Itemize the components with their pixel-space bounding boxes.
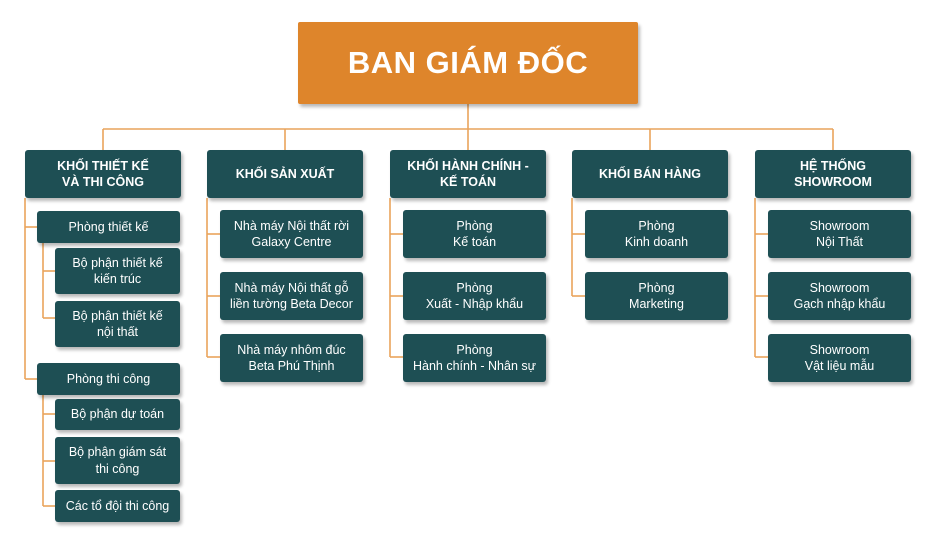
node-bo-phan-thiet-ke-kien-truc: Bộ phận thiết kế kiến trúc	[55, 248, 180, 294]
node-phong-ke-toan: Phòng Kế toán	[403, 210, 546, 258]
node-phong-kinh-doanh: Phòng Kinh doanh	[585, 210, 728, 258]
node-phong-hanh-chinh-nhan-su: Phòng Hành chính - Nhân sự	[403, 334, 546, 382]
header-khoi-hanh-chinh-ke-toan: KHỐI HÀNH CHÍNH - KẾ TOÁN	[390, 150, 546, 198]
header-khoi-san-xuat: KHỐI SẢN XUẤT	[207, 150, 363, 198]
node-phong-thi-cong: Phòng thi công	[37, 363, 180, 395]
node-phong-marketing: Phòng Marketing	[585, 272, 728, 320]
header-khoi-ban-hang: KHỐI BÁN HÀNG	[572, 150, 728, 198]
node-showroom-noi-that: Showroom Nội Thất	[768, 210, 911, 258]
node-bo-phan-giam-sat-thi-cong: Bộ phận giám sát thi công	[55, 437, 180, 484]
node-nha-may-beta-phu-thinh: Nhà máy nhôm đúc Beta Phú Thịnh	[220, 334, 363, 382]
node-phong-xuat-nhap-khau: Phòng Xuất - Nhập khẩu	[403, 272, 546, 320]
node-showroom-gach-nhap-khau: Showroom Gạch nhập khẩu	[768, 272, 911, 320]
node-showroom-vat-lieu-mau: Showroom Vật liệu mẫu	[768, 334, 911, 382]
header-he-thong-showroom: HỆ THỐNG SHOWROOM	[755, 150, 911, 198]
node-bo-phan-du-toan: Bộ phận dự toán	[55, 399, 180, 430]
header-khoi-thiet-ke-thi-cong: KHỐI THIẾT KẾ VÀ THI CÔNG	[25, 150, 181, 198]
node-cac-to-doi-thi-cong: Các tổ đội thi công	[55, 490, 180, 522]
node-nha-may-beta-decor: Nhà máy Nội thất gỗ liền tường Beta Deco…	[220, 272, 363, 320]
node-nha-may-galaxy-centre: Nhà máy Nội thất rời Galaxy Centre	[220, 210, 363, 258]
ban-giam-doc-box: BAN GIÁM ĐỐC	[298, 22, 638, 104]
node-phong-thiet-ke: Phòng thiết kế	[37, 211, 180, 243]
node-bo-phan-thiet-ke-noi-that: Bộ phận thiết kế nội thất	[55, 301, 180, 347]
